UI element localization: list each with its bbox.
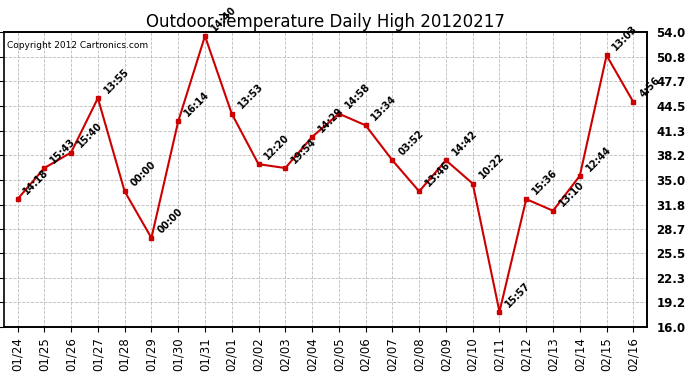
Text: 13:03: 13:03 [611, 24, 640, 52]
Text: 13:46: 13:46 [424, 160, 453, 189]
Text: Copyright 2012 Cartronics.com: Copyright 2012 Cartronics.com [8, 41, 148, 50]
Text: 16:14: 16:14 [182, 90, 211, 118]
Text: 4:56: 4:56 [638, 75, 662, 99]
Text: 12:20: 12:20 [263, 132, 292, 161]
Text: 00:00: 00:00 [129, 160, 158, 189]
Title: Outdoor Temperature Daily High 20120217: Outdoor Temperature Daily High 20120217 [146, 13, 505, 31]
Text: 14:40: 14:40 [209, 4, 238, 33]
Text: 13:53: 13:53 [236, 82, 265, 111]
Text: 00:00: 00:00 [155, 206, 185, 235]
Text: 14:42: 14:42 [450, 129, 479, 158]
Text: 14:29: 14:29 [316, 105, 345, 134]
Text: 15:40: 15:40 [75, 121, 104, 150]
Text: 15:43: 15:43 [48, 136, 77, 165]
Text: 19:54: 19:54 [290, 136, 319, 165]
Text: 03:52: 03:52 [397, 129, 426, 158]
Text: 12:44: 12:44 [584, 144, 613, 173]
Text: 15:57: 15:57 [504, 280, 533, 309]
Text: 13:10: 13:10 [558, 179, 586, 208]
Text: 13:34: 13:34 [370, 93, 399, 123]
Text: 13:55: 13:55 [102, 66, 131, 95]
Text: 10:22: 10:22 [477, 152, 506, 181]
Text: 15:36: 15:36 [531, 167, 560, 196]
Text: 14:18: 14:18 [21, 167, 51, 196]
Text: 14:58: 14:58 [343, 82, 372, 111]
